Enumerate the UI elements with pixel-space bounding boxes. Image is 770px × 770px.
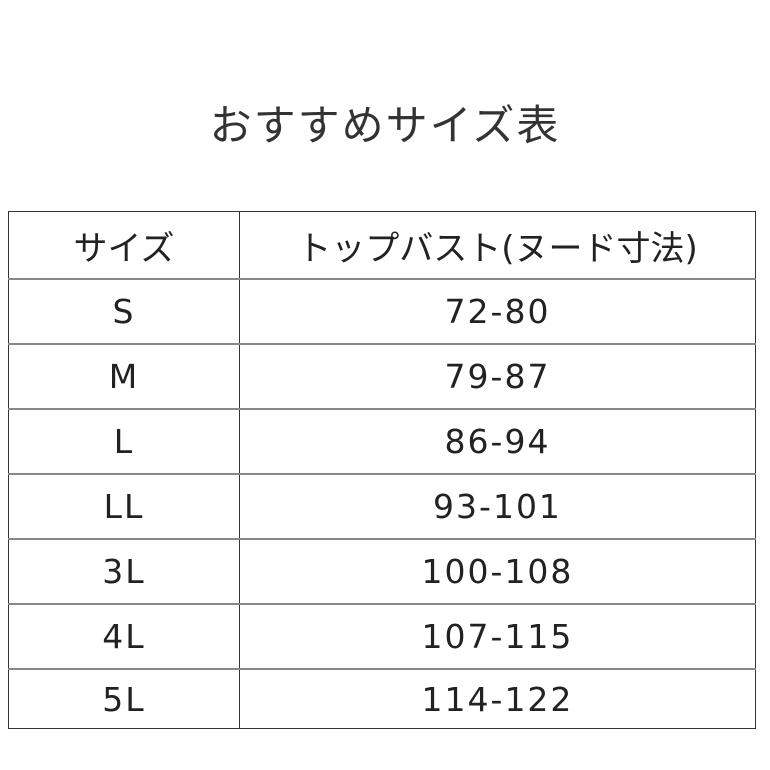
size-cell: LL xyxy=(8,473,240,539)
top-bust-cell: 114-122 xyxy=(239,668,756,729)
top-bust-cell: 100-108 xyxy=(239,538,756,604)
top-bust-cell: 93-101 xyxy=(239,473,756,539)
size-cell: M xyxy=(8,343,240,409)
size-cell: S xyxy=(8,278,240,344)
top-bust-cell: 107-115 xyxy=(239,603,756,669)
table-row: 3L 100-108 xyxy=(8,538,756,604)
page-title: おすすめサイズ表 xyxy=(209,101,561,150)
top-bust-cell: 86-94 xyxy=(239,408,756,474)
top-bust-cell: 79-87 xyxy=(239,343,756,409)
top-bust-cell: 72-80 xyxy=(239,278,756,344)
table-row: L 86-94 xyxy=(8,408,756,474)
size-cell: 3L xyxy=(8,538,240,604)
header-top-bust: トップバスト(ヌード寸法) xyxy=(297,228,698,269)
size-cell: 5L xyxy=(8,668,240,729)
table-row: M 79-87 xyxy=(8,343,756,409)
header-size: サイズ xyxy=(8,211,240,279)
size-table: サイズ トップバスト(ヌード寸法) S 72-80 M 79-87 L 86-94 LL 93… xyxy=(8,211,756,729)
table-row: 4L 107-115 xyxy=(8,603,756,669)
table-row: 5L 114-122 xyxy=(8,668,756,729)
table-header-row: サイズ トップバスト(ヌード寸法) xyxy=(8,211,756,279)
table-row: LL 93-101 xyxy=(8,473,756,539)
size-cell: 4L xyxy=(8,603,240,669)
size-cell: L xyxy=(8,408,240,474)
table-row: S 72-80 xyxy=(8,278,756,344)
